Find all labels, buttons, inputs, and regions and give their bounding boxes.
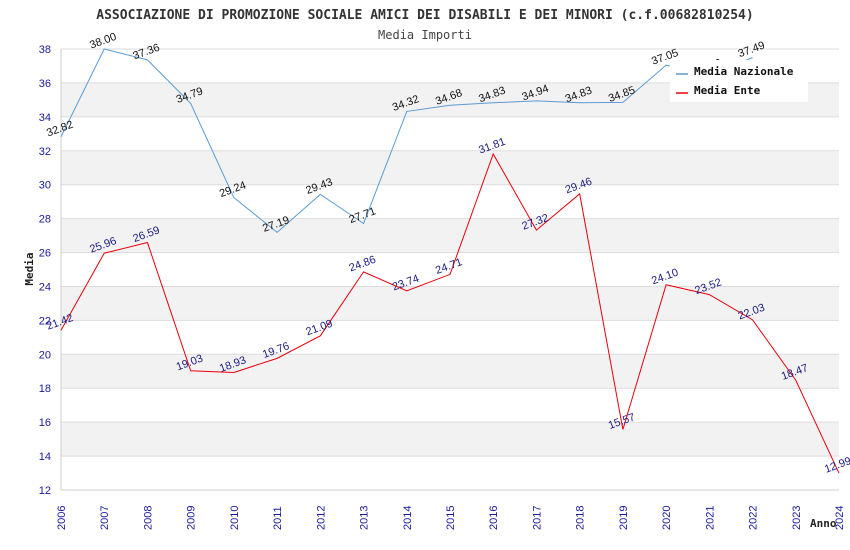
x-tick-label: 2006 (56, 506, 68, 530)
y-tick-label: 24 (39, 281, 51, 293)
y-tick-label: 22 (39, 315, 51, 327)
x-tick-labels: 2006 2007 2008 2009 2010 2011 2012 2013 2014 2015… (56, 506, 846, 530)
y-axis-label: Media (23, 252, 36, 285)
x-tick-label: 2009 (186, 506, 198, 530)
grid-band (61, 456, 839, 490)
y-tick-label: 38 (39, 44, 51, 56)
chart-title: ASSOCIAZIONE DI PROMOZIONE SOCIALE AMICI… (96, 8, 753, 23)
x-tick-label: 2022 (748, 506, 760, 530)
legend-label-ente: Media Ente (694, 84, 761, 97)
series-line-media-ente (60, 152, 840, 474)
grid-band (61, 150, 839, 185)
y-tick-label: 26 (39, 248, 51, 260)
x-axis-label: Anno (810, 517, 837, 530)
grid-lines (61, 48, 839, 491)
x-tick-label: 2019 (618, 506, 630, 530)
y-tick-label: 30 (39, 180, 51, 192)
grid-band (61, 320, 839, 355)
y-tick-label: 32 (39, 146, 51, 158)
y-tick-label: 12 (39, 485, 51, 497)
x-tick-label: 2016 (488, 506, 500, 530)
grid-band (61, 422, 839, 457)
chart-subtitle: Media Importi (378, 28, 472, 42)
x-tick-label: 2014 (402, 506, 414, 530)
x-tick-label: 2011 (272, 506, 284, 530)
grid-band (61, 218, 839, 253)
grid-band (61, 354, 839, 389)
y-tick-label: 16 (39, 417, 51, 429)
grid-band (61, 286, 839, 321)
grid-band (61, 388, 839, 423)
legend: Media Nazionale Media Ente (670, 60, 808, 102)
data-label: 38.00 (88, 31, 118, 52)
series-lines (60, 48, 840, 474)
y-tick-label: 34 (39, 112, 51, 124)
series-line-media-nazionale (60, 48, 753, 234)
y-tick-label: 20 (39, 349, 51, 361)
grid-band (61, 184, 839, 219)
x-tick-label: 2023 (791, 506, 803, 530)
legend-box (670, 60, 808, 102)
x-tick-label: 2008 (142, 506, 154, 530)
y-tick-label: 36 (39, 78, 51, 90)
x-tick-label: 2017 (531, 506, 543, 530)
x-tick-label: 2015 (445, 506, 457, 530)
x-tick-label: 2012 (315, 506, 327, 530)
y-tick-labels: 12 14 16 18 20 22 24 26 28 30 32 34 36 38 (39, 44, 51, 497)
x-tick-label: 2007 (99, 506, 111, 530)
x-tick-label: 2021 (704, 506, 716, 530)
y-tick-label: 28 (39, 214, 51, 226)
x-tick-label: 2020 (661, 506, 673, 530)
x-tick-label: 2024 (834, 506, 846, 530)
y-tick-label: 18 (39, 383, 51, 395)
x-tick-label: 2010 (229, 506, 241, 530)
x-tick-label: 2013 (359, 506, 371, 530)
x-tick-label: 2018 (575, 506, 587, 530)
y-tick-label: 14 (39, 451, 51, 463)
legend-label-naz: Media Nazionale (694, 65, 794, 78)
grid-band (61, 252, 839, 287)
grid-band (61, 116, 839, 151)
